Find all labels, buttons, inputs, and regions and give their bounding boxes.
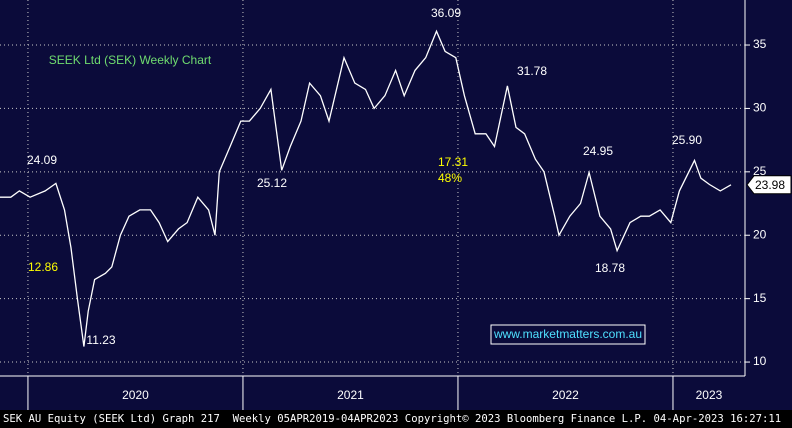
annotation: 18.78	[595, 261, 625, 275]
footer: SEK AU Equity (SEEK Ltd) Graph 217 Weekl…	[3, 413, 781, 425]
website-box	[490, 324, 646, 345]
y-tick-label: 10	[753, 354, 767, 368]
annotation: 31.78	[517, 64, 547, 78]
x-tick-label: 2021	[337, 388, 364, 402]
y-tick-label: 20	[753, 227, 767, 241]
price-line	[0, 29, 732, 347]
x-tick-label: 2020	[122, 388, 149, 402]
annotation: 25.90	[672, 133, 702, 147]
annotation: 17.31	[438, 155, 468, 169]
annotation: 11.23	[86, 333, 115, 347]
annotation: 12.86	[28, 260, 58, 274]
annotation: 36.09	[431, 6, 461, 20]
annotation: 48%	[438, 171, 462, 185]
last-price-badge	[746, 175, 792, 195]
y-tick-label: 25	[753, 164, 767, 178]
annotation: 25.12	[257, 176, 287, 190]
y-tick-label: 15	[753, 291, 767, 305]
annotation: 24.95	[583, 144, 613, 158]
x-tick-label: 2022	[552, 388, 579, 402]
last-price-label: 23.98	[755, 178, 785, 192]
y-tick-label: 35	[753, 37, 767, 51]
annotation: 24.09	[27, 153, 57, 167]
y-tick-label: 30	[753, 101, 767, 115]
footer-bar	[0, 410, 792, 428]
plot-background	[0, 0, 792, 410]
website: www.marketmatters.com.au	[493, 327, 642, 341]
chart-title: SEEK Ltd (SEK) Weekly Chart	[49, 53, 212, 67]
x-tick-label: 2023	[696, 388, 723, 402]
